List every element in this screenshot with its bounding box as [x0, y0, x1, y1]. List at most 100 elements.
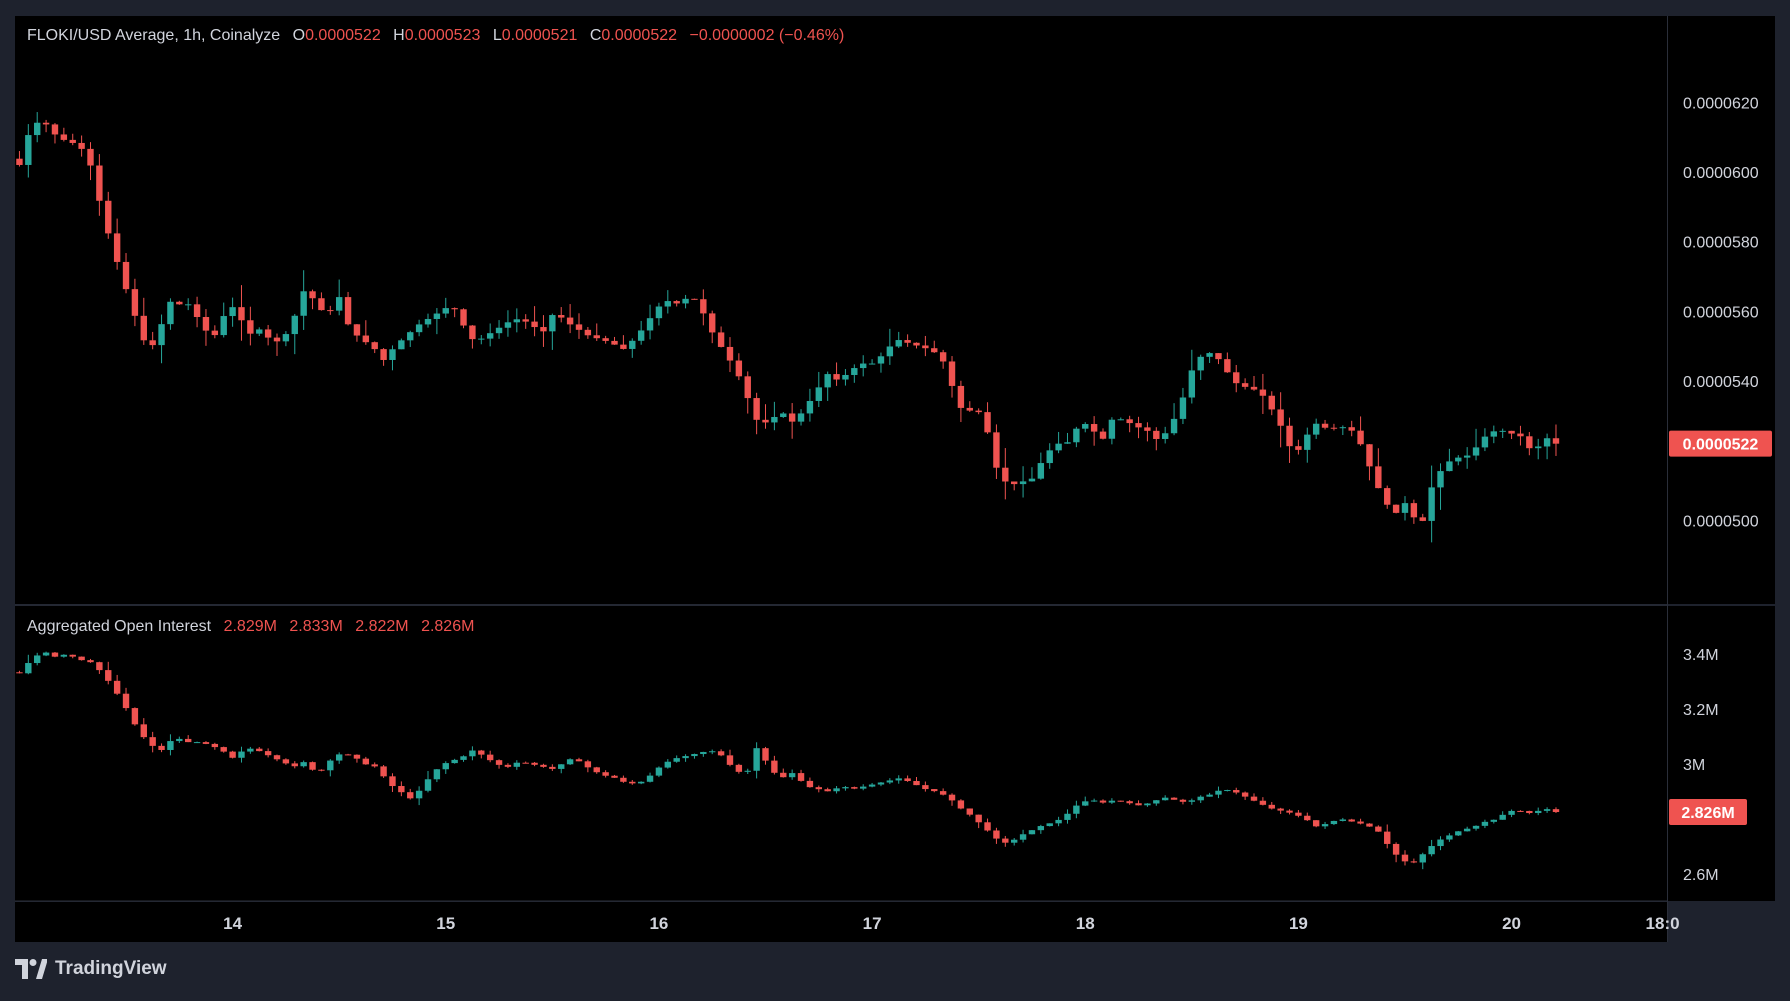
candle-body [113, 680, 121, 694]
candle-body [1543, 438, 1551, 447]
candle-body [1241, 383, 1249, 387]
candle-body [1197, 796, 1204, 801]
candle-body [1117, 419, 1124, 421]
y-tick-label: 0.0000600 [1683, 165, 1759, 182]
candle-body [176, 738, 183, 742]
candle-body [300, 762, 307, 767]
candle-body [1392, 504, 1400, 513]
candle-body [824, 374, 831, 388]
candle-body [762, 419, 769, 423]
candle-body [1490, 819, 1498, 822]
candle-body [522, 319, 529, 322]
last-price-label: 0.0000522 [1683, 437, 1759, 454]
candle-body [806, 780, 814, 788]
candle-body [256, 748, 263, 752]
candle-body [122, 261, 130, 290]
candle-body [744, 770, 751, 772]
y-tick-label: 0.0000580 [1683, 235, 1759, 252]
price-axis-background [1668, 16, 1775, 604]
candle-body [1010, 839, 1018, 843]
candle-body [504, 322, 512, 328]
candle-body [1339, 427, 1347, 429]
candle-body [522, 762, 529, 764]
candle-body [407, 332, 414, 341]
candle-body [1490, 431, 1498, 437]
candle-body [113, 233, 121, 262]
candle-body [993, 830, 1000, 839]
low-label: L [492, 27, 502, 44]
candle-body [611, 340, 618, 345]
time-axis[interactable]: 14 15 16 17 18 19 20 18:0 [223, 914, 1679, 933]
candle-body [16, 158, 23, 165]
candle-body [264, 329, 272, 338]
candle-body [584, 329, 592, 336]
candle-body [984, 822, 991, 831]
candle-body [709, 313, 716, 333]
candle-body [60, 654, 68, 657]
candle-body [1410, 861, 1418, 863]
candle-body [1082, 801, 1089, 806]
candle-body [1508, 810, 1515, 815]
candle-body [184, 738, 192, 743]
candle-body [1517, 433, 1524, 437]
candle-body [735, 360, 743, 377]
candle-body [273, 755, 281, 760]
candle-body [1428, 846, 1435, 855]
candle-body [247, 748, 254, 752]
x-tick-label: 19 [1289, 914, 1308, 933]
candle-body [726, 755, 734, 765]
candle-body [1046, 450, 1053, 464]
candle-body [922, 345, 929, 349]
candle-body [1161, 797, 1169, 801]
candle-body [1312, 423, 1320, 435]
candle-body [602, 772, 609, 776]
candle-body [495, 760, 503, 765]
candle-body [1126, 419, 1133, 424]
candle-body [282, 334, 290, 342]
candle-body [1055, 443, 1062, 451]
candle-body [904, 340, 911, 343]
candle-body [1250, 796, 1258, 801]
candle-body [1517, 810, 1524, 812]
symbol-title[interactable]: FLOKI/USD Average, 1h, Coinalyze [27, 27, 281, 44]
last-oi-label: 2.826M [1681, 805, 1734, 822]
candle-body [398, 786, 405, 793]
candle-body [469, 325, 476, 340]
candle-body [1215, 353, 1222, 360]
candle-body [860, 786, 867, 789]
price-axis[interactable]: 0.0000620 0.0000600 0.0000580 0.0000560 0.00… [1669, 95, 1772, 530]
candle-body [300, 291, 307, 316]
candle-body [1224, 790, 1231, 792]
candle-body [51, 652, 59, 657]
candle-body [504, 764, 512, 767]
candle-body [913, 342, 920, 346]
candle-body [211, 743, 219, 748]
candle-body [1082, 424, 1089, 429]
oi-title[interactable]: Aggregated Open Interest [27, 618, 212, 635]
candle-body [25, 663, 32, 674]
candle-body [478, 338, 485, 340]
candle-body [1499, 430, 1506, 432]
x-tick-label: 14 [223, 914, 242, 933]
candle-body [1010, 481, 1018, 485]
candle-body [1312, 820, 1320, 827]
candle-body [105, 670, 112, 681]
candle-body [584, 761, 592, 768]
candle-body [389, 349, 396, 360]
high-label: H [393, 27, 405, 44]
tradingview-branding[interactable]: TradingView [15, 954, 167, 984]
tradingview-logo-icon [15, 959, 47, 979]
candle-body [1268, 804, 1275, 809]
candle-body [211, 330, 219, 336]
candle-body [1099, 431, 1107, 439]
candle-body [1037, 826, 1045, 831]
price-candles [16, 112, 1560, 543]
candle-body [868, 363, 876, 365]
oi-axis[interactable]: 3.4M 3.2M 3M 2.6M 2.826M [1669, 647, 1747, 884]
candle-body [1135, 803, 1142, 806]
candle-body [1215, 790, 1222, 795]
candle-body [291, 315, 298, 335]
oi-candles [16, 651, 1560, 870]
candle-body [362, 758, 370, 765]
